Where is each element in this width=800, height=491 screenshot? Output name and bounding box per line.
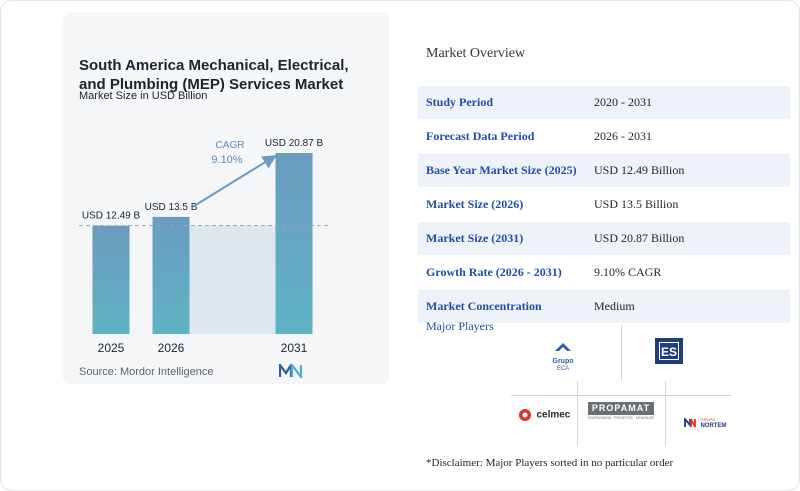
grid-line-vertical-right [665,381,666,447]
overview-row: Forecast Data Period 2026 - 2031 [418,119,790,154]
major-players-title: Major Players [426,319,494,333]
nortem-emblem-icon [684,416,696,428]
overview-key: Base Year Market Size (2025) [418,153,586,188]
celmec-emblem-icon [519,408,531,421]
chart-source: Source: Mordor Intelligence [79,366,214,378]
data-label-2025: USD 12.49 B [82,211,141,222]
grid-line-vertical-top [621,325,622,381]
cagr-arrow [193,155,277,207]
x-tick-2025: 2025 [98,341,125,355]
mordor-logo-icon [279,364,303,378]
grupo-eca-emblem-icon [555,343,571,351]
overview-key: Growth Rate (2026 - 2031) [418,255,586,290]
grupo-eca-text-2: ECA [556,366,570,372]
grupo-eca-logo: Grupo ECA [542,340,584,373]
chart-title-line-2: and Plumbing (MEP) Services Market [79,76,344,93]
bar-2031 [275,153,313,334]
overview-row: Growth Rate (2026 - 2031) 9.10% CAGR [418,255,790,290]
grid-line-horizontal [511,395,731,396]
celmec-logo: celmec [518,406,570,422]
overview-value: Medium [586,289,790,324]
es-logo-text: ES [659,342,679,360]
overview-value: 2026 - 2031 [586,119,790,154]
overview-key: Market Size (2031) [418,221,586,256]
overview-key: Forecast Data Period [418,119,586,154]
nortem-small-text: GRUPO [700,416,716,422]
overview-key: Market Size (2026) [418,187,586,222]
bar-2026 [152,216,190,334]
nortem-logo: GRUPO NORTEM [684,414,727,429]
x-tick-2031: 2031 [281,341,308,355]
overview-row: Market Concentration Medium [418,289,790,324]
data-label-2031: USD 20.87 B [265,138,324,149]
market-overview-title: Market Overview [426,46,526,61]
overview-value: USD 13.5 Billion [586,187,790,222]
overview-value: USD 12.49 Billion [586,153,790,188]
overview-row: Base Year Market Size (2025) USD 12.49 Bi… [418,153,790,188]
cagr-value: 9.10% [211,154,242,166]
overview-row: Market Size (2031) USD 20.87 Billion [418,221,790,256]
overview-value: 2020 - 2031 [586,86,790,120]
chart-subtitle: Market Size in USD Billion [79,90,208,102]
market-overview-table: Study Period 2020 - 2031 Forecast Data Per… [418,86,790,324]
grid-line-vertical-left [577,381,578,447]
grupo-eca-text-1: Grupo [552,358,574,365]
players-disclaimer: *Disclaimer: Major Players sorted in no … [426,457,674,469]
base-level-shade [189,225,276,334]
nortem-text: NORTEM [700,422,727,429]
overview-value: 9.10% CAGR [586,255,790,290]
propamat-logo: PROPAMAT ENGENHARIA · PROJETOS · MONTAGE… [588,402,654,421]
chart-title-line-1: South America Mechanical, Electrical, [79,57,349,74]
overview-row: Market Size (2026) USD 13.5 Billion [418,187,790,222]
cagr-label: CAGR [216,140,245,151]
overview-key: Study Period [418,86,586,120]
celmec-text: celmec [536,409,571,421]
data-label-2026: USD 13.5 B [145,202,198,213]
overview-key: Market Concentration [418,289,586,324]
es-logo: ES [655,338,683,364]
propamat-tagline: ENGENHARIA · PROJETOS · MONTAGEM [588,416,654,420]
x-tick-2026: 2026 [158,341,185,355]
chart-title: South America Mechanical, Electrical, an… [79,56,379,94]
propamat-text: PROPAMAT [588,402,654,415]
overview-row: Study Period 2020 - 2031 [418,86,790,120]
overview-value: USD 20.87 Billion [586,221,790,256]
bar-2025 [92,225,130,334]
